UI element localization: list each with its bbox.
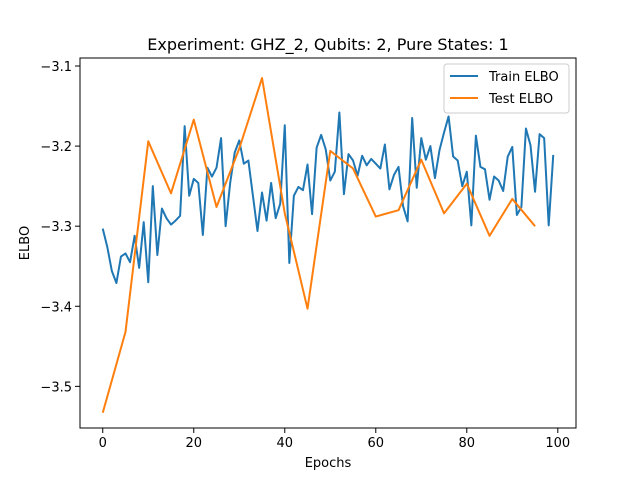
chart-title: Experiment: GHZ_2, Qubits: 2, Pure State… (147, 35, 508, 55)
x-axis-label: Epochs (305, 456, 352, 471)
series-line-test-elbo (101, 77, 536, 414)
y-tick-label: −3.5 (40, 380, 72, 395)
y-tick-label: −3.4 (40, 300, 72, 315)
legend-label-train: Train ELBO (488, 70, 559, 85)
legend-label-test: Test ELBO (488, 92, 553, 107)
y-tick-label: −3.1 (40, 60, 72, 75)
x-axis-ticks: 0 20 40 60 80 100 (99, 428, 570, 451)
axes-frame (79, 57, 577, 429)
x-tick-label: 20 (185, 436, 202, 451)
y-axis-label: ELBO (18, 226, 33, 260)
x-tick-label: 0 (99, 436, 107, 451)
x-tick-label: 80 (459, 436, 476, 451)
series-layer (101, 77, 555, 414)
y-axis-ticks: −3.5 −3.4 −3.3 −3.2 −3.1 (40, 60, 80, 395)
y-tick-label: −3.3 (40, 220, 72, 235)
plot-area (80, 58, 576, 428)
x-tick-label: 100 (545, 436, 570, 451)
legend: Train ELBO Test ELBO (443, 63, 570, 114)
x-tick-label: 60 (368, 436, 385, 451)
x-tick-label: 40 (276, 436, 293, 451)
y-tick-label: −3.2 (40, 140, 72, 155)
